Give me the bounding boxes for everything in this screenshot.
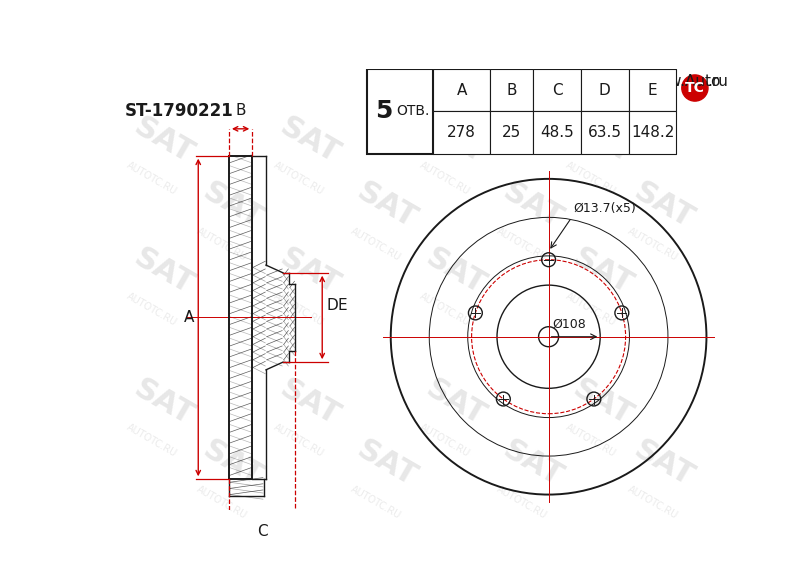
Text: SAT: SAT xyxy=(567,374,638,431)
Text: SAT: SAT xyxy=(129,112,198,169)
Circle shape xyxy=(682,75,708,101)
Bar xyxy=(433,69,490,112)
Text: SAT: SAT xyxy=(498,435,568,492)
Text: AUTOTC.RU: AUTOTC.RU xyxy=(194,226,248,262)
Bar xyxy=(490,112,534,154)
Text: Ø108: Ø108 xyxy=(553,317,586,331)
Text: AUTOTC.RU: AUTOTC.RU xyxy=(494,226,549,262)
Text: .ru: .ru xyxy=(707,74,728,89)
Bar xyxy=(534,112,581,154)
Text: 63.5: 63.5 xyxy=(588,125,622,140)
Bar xyxy=(367,69,433,154)
Text: SAT: SAT xyxy=(129,374,198,431)
Text: B: B xyxy=(235,103,246,118)
Text: AUTOTC.RU: AUTOTC.RU xyxy=(626,484,679,521)
Text: SAT: SAT xyxy=(567,112,638,169)
Text: AUTOTC.RU: AUTOTC.RU xyxy=(125,292,179,328)
Text: AUTOTC.RU: AUTOTC.RU xyxy=(271,292,326,328)
Text: SAT: SAT xyxy=(198,435,268,492)
Bar xyxy=(581,69,629,112)
Text: AUTOTC.RU: AUTOTC.RU xyxy=(349,226,402,262)
Bar xyxy=(433,112,490,154)
Text: SAT: SAT xyxy=(275,243,345,300)
Text: E: E xyxy=(338,299,347,313)
Text: TC: TC xyxy=(685,81,705,95)
Text: AUTOTC.RU: AUTOTC.RU xyxy=(271,422,326,459)
Text: A: A xyxy=(457,83,466,97)
Text: SAT: SAT xyxy=(198,177,268,234)
Text: SAT: SAT xyxy=(352,435,422,492)
Text: 25: 25 xyxy=(502,125,522,140)
Text: SAT: SAT xyxy=(129,243,198,300)
Text: 148.2: 148.2 xyxy=(631,125,674,140)
Text: D: D xyxy=(327,299,338,313)
Text: SAT: SAT xyxy=(498,177,568,234)
Text: AUTOTC.RU: AUTOTC.RU xyxy=(626,226,679,262)
Text: AUTOTC.RU: AUTOTC.RU xyxy=(564,160,618,197)
Text: SAT: SAT xyxy=(352,177,422,234)
Text: SAT: SAT xyxy=(275,112,345,169)
Bar xyxy=(629,69,677,112)
Text: 48.5: 48.5 xyxy=(540,125,574,140)
Text: SAT: SAT xyxy=(567,243,638,300)
Text: 278: 278 xyxy=(447,125,476,140)
Bar xyxy=(581,112,629,154)
Text: E: E xyxy=(648,83,658,97)
Text: AUTOTC.RU: AUTOTC.RU xyxy=(349,484,402,521)
Text: AUTOTC.RU: AUTOTC.RU xyxy=(564,292,618,328)
Text: ST-1790221: ST-1790221 xyxy=(125,103,234,120)
Text: AUTOTC.RU: AUTOTC.RU xyxy=(271,160,326,197)
Bar xyxy=(433,69,677,154)
Text: B: B xyxy=(506,83,517,97)
Text: www.Auto: www.Auto xyxy=(645,74,722,89)
Text: SAT: SAT xyxy=(629,177,699,234)
Bar xyxy=(534,69,581,112)
Text: 5: 5 xyxy=(375,100,393,124)
Text: A: A xyxy=(184,310,194,325)
Text: AUTOTC.RU: AUTOTC.RU xyxy=(418,292,471,328)
Text: AUTOTC.RU: AUTOTC.RU xyxy=(418,422,471,459)
Text: SAT: SAT xyxy=(422,112,491,169)
Text: SAT: SAT xyxy=(422,374,491,431)
Text: SAT: SAT xyxy=(629,435,699,492)
Text: ОТВ.: ОТВ. xyxy=(396,104,430,119)
Text: AUTOTC.RU: AUTOTC.RU xyxy=(125,422,179,459)
Text: SAT: SAT xyxy=(275,374,345,431)
Bar xyxy=(490,69,534,112)
Text: C: C xyxy=(552,83,562,97)
Text: AUTOTC.RU: AUTOTC.RU xyxy=(564,422,618,459)
Text: C: C xyxy=(257,524,267,539)
Text: SAT: SAT xyxy=(422,243,491,300)
Text: AUTOTC.RU: AUTOTC.RU xyxy=(125,160,179,197)
Text: AUTOTC.RU: AUTOTC.RU xyxy=(194,484,248,521)
Text: Ø13.7(x5): Ø13.7(x5) xyxy=(574,202,636,215)
Bar xyxy=(629,112,677,154)
Text: AUTOTC.RU: AUTOTC.RU xyxy=(418,160,471,197)
Text: AUTOTC.RU: AUTOTC.RU xyxy=(494,484,549,521)
Text: D: D xyxy=(599,83,610,97)
